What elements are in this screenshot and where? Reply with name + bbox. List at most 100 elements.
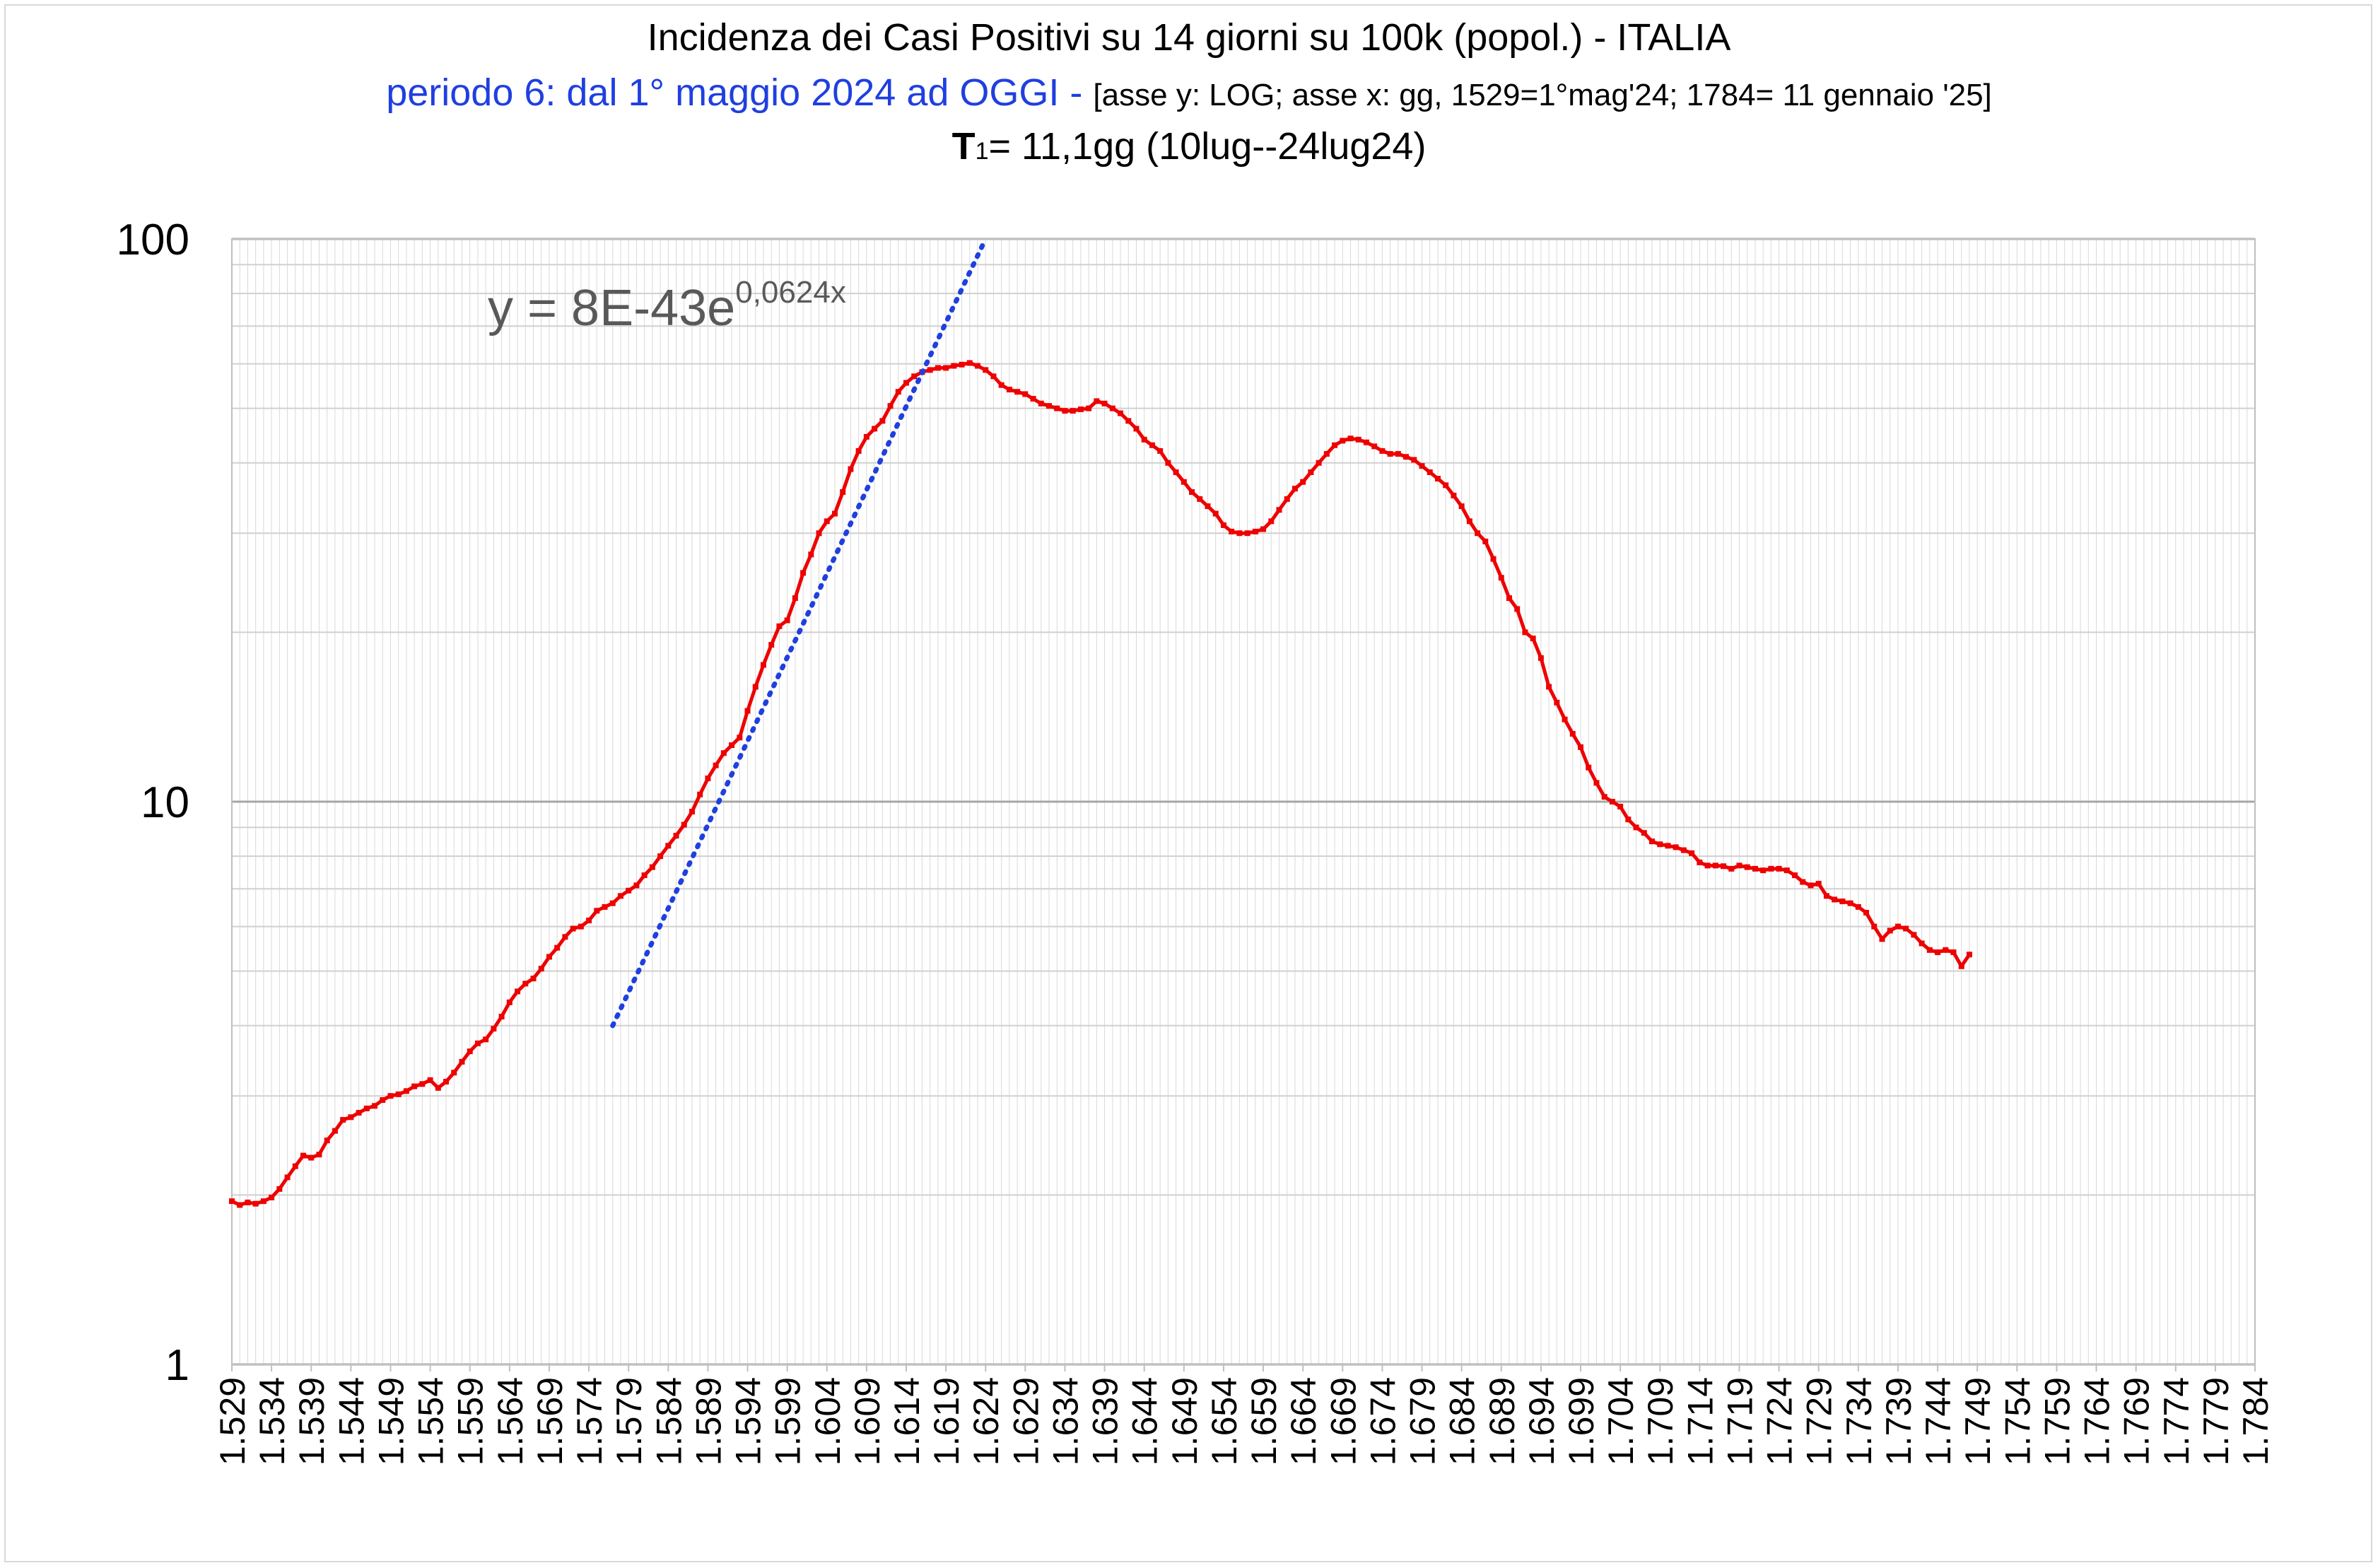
data-point (752, 684, 758, 690)
x-tick-label: 1.659 (1244, 1377, 1284, 1465)
data-point (1347, 435, 1354, 442)
data-point (911, 373, 918, 380)
data-point (1744, 864, 1750, 870)
data-point (316, 1152, 322, 1158)
data-point (419, 1081, 426, 1087)
x-tick-label: 1.724 (1760, 1377, 1800, 1465)
data-point (1387, 451, 1393, 457)
data-point (983, 367, 989, 373)
data-point (1451, 492, 1457, 498)
x-tick-label: 1.594 (729, 1377, 768, 1465)
data-point (554, 944, 561, 951)
x-tick-label: 1.579 (609, 1377, 649, 1465)
data-point (1736, 862, 1742, 869)
data-point (300, 1152, 307, 1159)
data-point (586, 918, 592, 924)
x-tick-label: 1.529 (213, 1377, 252, 1465)
data-point (506, 999, 512, 1005)
data-point (1593, 780, 1600, 786)
data-point (1490, 556, 1496, 562)
x-tick-label: 1.539 (292, 1377, 332, 1465)
data-point (744, 708, 751, 714)
data-point (602, 903, 608, 910)
data-point (1815, 880, 1822, 887)
data-point (1839, 899, 1846, 905)
data-point (1903, 925, 1909, 932)
x-tick-label: 1.544 (332, 1377, 371, 1465)
data-point (1475, 530, 1481, 537)
data-point (1403, 454, 1410, 460)
data-point (1625, 817, 1632, 823)
data-point (1562, 716, 1568, 722)
data-point (1784, 867, 1790, 874)
data-point (1316, 460, 1322, 466)
data-point (800, 570, 807, 576)
data-point (380, 1097, 386, 1104)
data-point (1712, 862, 1718, 869)
data-point (387, 1093, 394, 1099)
data-point (1173, 469, 1179, 475)
data-point (237, 1202, 243, 1208)
x-tick-label: 1.744 (1919, 1377, 1958, 1465)
doubling-value: = 11,1gg (10lug--24lug24) (988, 125, 1427, 168)
x-tick-label: 1.654 (1205, 1377, 1244, 1465)
data-point (1197, 496, 1203, 502)
x-tick-label: 1.764 (2078, 1377, 2117, 1465)
data-point (356, 1110, 362, 1116)
data-point (1966, 952, 1972, 958)
data-point (1086, 405, 1092, 411)
data-point (1855, 903, 1861, 910)
data-point (578, 923, 584, 930)
data-point (1292, 486, 1298, 492)
x-tick-label: 1.684 (1443, 1377, 1482, 1465)
data-point (372, 1103, 378, 1109)
data-point (975, 363, 981, 369)
data-point (252, 1200, 259, 1207)
data-point (1212, 510, 1219, 517)
data-point (943, 365, 949, 371)
data-point (1482, 538, 1489, 544)
data-point (1101, 400, 1108, 406)
data-point (1823, 893, 1829, 899)
data-point (1125, 418, 1132, 424)
x-tick-label: 1.534 (252, 1377, 292, 1465)
doubling-subscript: 1 (975, 138, 989, 165)
data-point (872, 426, 878, 432)
data-point (538, 966, 544, 972)
data-point (1363, 439, 1369, 445)
data-point (966, 360, 973, 366)
x-tick-label: 1.709 (1641, 1377, 1680, 1465)
data-point (1633, 824, 1639, 831)
data-point (1379, 447, 1386, 454)
x-tick-label: 1.604 (808, 1377, 848, 1465)
data-point (1578, 744, 1583, 750)
x-tick-label: 1.574 (570, 1377, 609, 1465)
data-point (1268, 518, 1275, 525)
data-point (1466, 518, 1472, 525)
data-point (1133, 426, 1140, 432)
data-point (887, 403, 894, 409)
data-point (229, 1198, 235, 1205)
data-point (340, 1117, 346, 1123)
data-point (1919, 940, 1925, 947)
data-point (951, 363, 957, 369)
x-tick-label: 1.694 (1522, 1377, 1562, 1465)
x-tick-label: 1.719 (1720, 1377, 1759, 1465)
x-tick-label: 1.734 (1839, 1377, 1879, 1465)
data-point (895, 389, 901, 395)
x-tick-label: 1.674 (1363, 1377, 1402, 1465)
data-point (498, 1014, 505, 1020)
data-point (840, 489, 846, 496)
data-point (1680, 847, 1687, 853)
data-point (1006, 387, 1012, 393)
data-point (1094, 398, 1100, 404)
data-point (1109, 405, 1115, 411)
x-tick-label: 1.769 (2117, 1377, 2157, 1465)
data-point (1958, 963, 1964, 969)
data-point (530, 976, 537, 982)
data-point (1300, 479, 1306, 485)
x-tick-label: 1.564 (491, 1377, 530, 1465)
x-tick-label: 1.619 (927, 1377, 966, 1465)
data-point (855, 447, 862, 454)
data-point (1863, 909, 1870, 915)
